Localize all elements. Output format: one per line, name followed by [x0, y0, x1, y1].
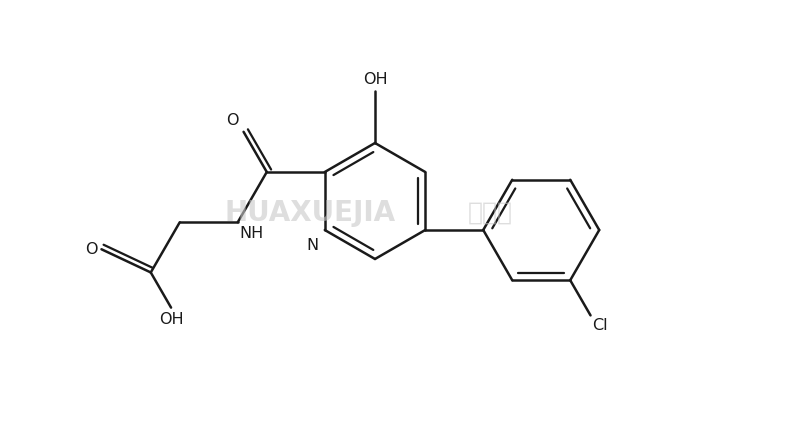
Text: NH: NH: [240, 226, 264, 241]
Text: O: O: [226, 113, 238, 128]
Text: OH: OH: [158, 312, 183, 327]
Text: HUAXUEJIA: HUAXUEJIA: [225, 199, 395, 227]
Text: 化学加: 化学加: [467, 201, 513, 225]
Text: OH: OH: [362, 72, 387, 87]
Text: Cl: Cl: [593, 318, 608, 334]
Text: O: O: [85, 242, 98, 257]
Text: N: N: [306, 238, 318, 253]
